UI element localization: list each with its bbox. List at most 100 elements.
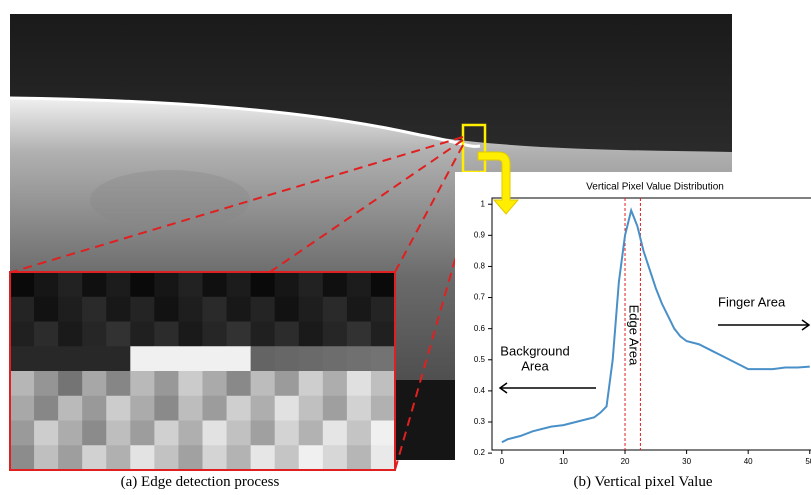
pixel bbox=[274, 371, 300, 397]
pixel bbox=[106, 346, 131, 372]
pixel bbox=[106, 272, 131, 298]
pixel bbox=[154, 445, 179, 471]
y-tick-label: 0.7 bbox=[474, 293, 486, 302]
pixel bbox=[274, 272, 300, 298]
pixel bbox=[370, 272, 396, 298]
annotation-background: Background bbox=[500, 343, 569, 358]
pixel bbox=[154, 371, 179, 397]
pixel bbox=[226, 321, 252, 347]
pixel bbox=[298, 346, 324, 372]
pixel bbox=[58, 371, 83, 397]
pixel bbox=[130, 296, 155, 322]
pixel bbox=[178, 371, 203, 397]
pixel bbox=[250, 445, 276, 471]
pixel bbox=[82, 296, 107, 322]
pixel bbox=[322, 445, 348, 471]
pixel bbox=[58, 395, 83, 421]
pixel bbox=[226, 395, 252, 421]
pixel bbox=[154, 395, 179, 421]
pixel bbox=[10, 371, 35, 397]
x-tick-label: 40 bbox=[744, 457, 753, 466]
pixel bbox=[82, 321, 107, 347]
pixel bbox=[226, 371, 252, 397]
pixel bbox=[202, 321, 228, 347]
pixel bbox=[322, 420, 348, 446]
pixel bbox=[106, 296, 131, 322]
finger-arrowhead bbox=[801, 319, 811, 331]
pixel bbox=[130, 395, 155, 421]
pixel bbox=[250, 296, 276, 322]
y-tick-label: 0.4 bbox=[474, 386, 486, 395]
pixel bbox=[34, 371, 59, 397]
pixel bbox=[370, 445, 396, 471]
pixel bbox=[370, 420, 396, 446]
y-tick-label: 1 bbox=[481, 199, 486, 208]
texture bbox=[90, 170, 250, 230]
pixel bbox=[130, 321, 155, 347]
caption-b: (b) Vertical pixel Value bbox=[574, 474, 713, 490]
pixel bbox=[202, 346, 228, 372]
zoom-inset bbox=[10, 272, 396, 471]
pixel bbox=[298, 420, 324, 446]
pixel bbox=[10, 346, 35, 372]
pixel bbox=[154, 346, 179, 372]
pixel bbox=[202, 445, 228, 471]
pixel bbox=[250, 395, 276, 421]
pixel bbox=[130, 346, 155, 372]
pixel bbox=[34, 272, 59, 298]
pixel bbox=[322, 296, 348, 322]
pixel bbox=[154, 272, 179, 298]
pixel bbox=[58, 420, 83, 446]
data-line bbox=[501, 207, 810, 444]
pixel bbox=[58, 321, 83, 347]
pixel bbox=[82, 371, 107, 397]
pixel bbox=[34, 321, 59, 347]
pixel bbox=[202, 420, 228, 446]
pixel bbox=[298, 272, 324, 298]
pixel bbox=[34, 445, 59, 471]
y-tick-label: 0.9 bbox=[474, 230, 486, 239]
pixel bbox=[370, 371, 396, 397]
pixel bbox=[202, 395, 228, 421]
pixel bbox=[10, 420, 35, 446]
pixel bbox=[274, 321, 300, 347]
pixel bbox=[322, 346, 348, 372]
pixel bbox=[82, 272, 107, 298]
pixel bbox=[226, 296, 252, 322]
pixel bbox=[106, 395, 131, 421]
pixel bbox=[130, 420, 155, 446]
pixel bbox=[58, 272, 83, 298]
dark-corner bbox=[395, 380, 455, 460]
pixel bbox=[298, 445, 324, 471]
yellow-arrow bbox=[477, 151, 520, 215]
pixel bbox=[226, 420, 252, 446]
panel-b-chart: Vertical Pixel Value Distribution 0.2 0.3… bbox=[455, 172, 811, 470]
pixel bbox=[10, 296, 35, 322]
chart-background bbox=[455, 172, 811, 470]
pixel bbox=[370, 321, 396, 347]
pixel bbox=[178, 296, 203, 322]
pixel bbox=[178, 395, 203, 421]
pixel bbox=[298, 321, 324, 347]
pixel bbox=[106, 420, 131, 446]
pixel bbox=[34, 420, 59, 446]
pixel bbox=[322, 395, 348, 421]
zoom-line bbox=[11, 136, 464, 273]
pixel bbox=[274, 445, 300, 471]
pixel bbox=[250, 420, 276, 446]
pixel bbox=[58, 296, 83, 322]
pixel bbox=[274, 296, 300, 322]
pixel bbox=[250, 272, 276, 298]
pixel bbox=[370, 296, 396, 322]
chart-title: Vertical Pixel Value Distribution bbox=[586, 182, 724, 193]
pixel bbox=[322, 321, 348, 347]
pixel bbox=[370, 346, 396, 372]
pixel bbox=[178, 321, 203, 347]
annotation-edge: Edge Area bbox=[626, 305, 641, 366]
pixel bbox=[82, 346, 107, 372]
pixel bbox=[130, 272, 155, 298]
x-tick-label: 10 bbox=[559, 457, 568, 466]
x-tick-label: 30 bbox=[682, 457, 691, 466]
pixel bbox=[82, 420, 107, 446]
